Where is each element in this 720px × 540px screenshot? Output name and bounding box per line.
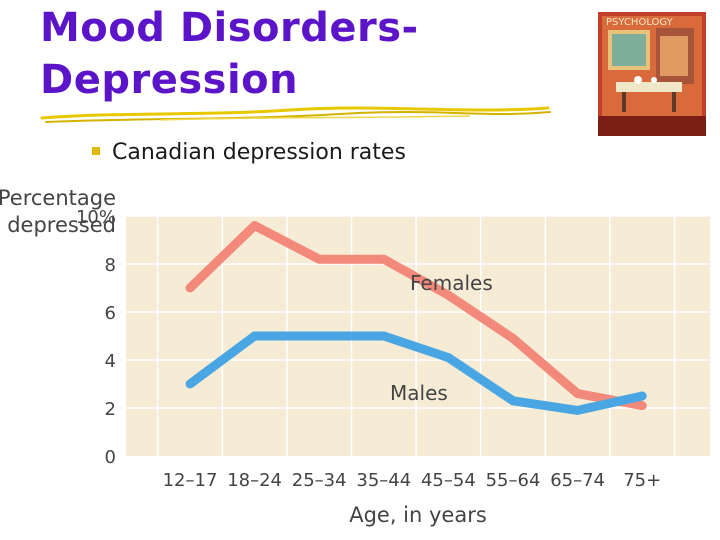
plot-area [126, 216, 710, 456]
females-line-point [443, 290, 453, 300]
males-line-point [185, 379, 195, 389]
x-tick-label: 25–34 [292, 470, 347, 491]
x-tick-label: 35–44 [356, 470, 411, 491]
males-line-point [637, 391, 647, 401]
y-axis-ticks: 0 2 4 6 8 10% [76, 207, 116, 468]
males-line-point [250, 331, 260, 341]
y-tick-label: 10% [76, 207, 116, 228]
females-line-point [637, 401, 647, 411]
x-tick-label: 75+ [623, 470, 661, 491]
y-tick-label: 6 [105, 303, 116, 324]
x-tick-label: 18–24 [227, 470, 282, 491]
males-line [187, 331, 644, 415]
x-tick-label: 65–74 [550, 470, 605, 491]
males-line-point [379, 331, 389, 341]
females-line-point [314, 254, 324, 264]
females-line-point [573, 389, 583, 399]
book-cover-image: PSYCHOLOGY [598, 12, 706, 136]
females-line [186, 221, 644, 411]
males-line-point [508, 396, 518, 406]
y-axis-label-line-2: depressed [7, 213, 116, 237]
females-series-label: Females [410, 271, 493, 295]
title-line-2: Depression [40, 57, 299, 103]
bullet-text: Canadian depression rates [112, 140, 406, 165]
y-tick-label: 4 [105, 351, 116, 372]
females-line-point [185, 283, 195, 293]
x-axis-label: Age, in years [349, 503, 487, 527]
x-axis-ticks: 12–17 18–24 25–34 35–44 45–54 55–64 65–74 75+ [163, 470, 662, 491]
title-underline [40, 106, 551, 123]
females-line-point [379, 254, 389, 264]
males-line-point [573, 405, 583, 415]
slide-title: Mood Disorders- Depression [40, 2, 419, 106]
y-tick-label: 8 [105, 255, 116, 276]
y-tick-label: 2 [105, 399, 116, 420]
bullet-icon [92, 147, 100, 155]
depression-rate-chart: Percentage depressed 0 2 4 6 8 10% 12–17 18–24… [0, 186, 710, 527]
y-axis-label-line-1: Percentage [0, 186, 116, 210]
book-cover-title: PSYCHOLOGY [606, 17, 674, 28]
title-line-1: Mood Disorders- [40, 5, 419, 51]
females-line-point [250, 221, 260, 231]
females-line-point [508, 333, 518, 343]
males-line-point [443, 353, 453, 363]
males-series-label: Males [390, 381, 448, 405]
series-lines [185, 221, 647, 415]
x-tick-label: 55–64 [486, 470, 541, 491]
x-tick-label: 45–54 [421, 470, 476, 491]
males-line-point [314, 331, 324, 341]
bullet-point: Canadian depression rates [92, 140, 406, 165]
x-tick-label: 12–17 [163, 470, 218, 491]
y-tick-label: 0 [105, 447, 116, 468]
